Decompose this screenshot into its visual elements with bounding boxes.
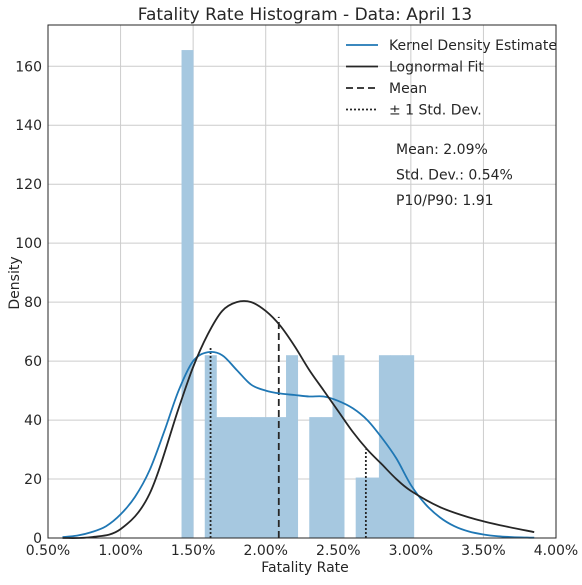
y-tick-label: 120 xyxy=(15,177,42,193)
y-tick-label: 100 xyxy=(15,236,42,252)
density-curves xyxy=(62,300,535,539)
x-tick-label: 0.50% xyxy=(26,543,70,559)
y-tick-label: 40 xyxy=(24,413,42,429)
y-axis-label: Density xyxy=(7,256,23,309)
stats-annotation: Std. Dev.: 0.54% xyxy=(396,168,513,184)
kernel-density-estimate-curve xyxy=(62,350,535,539)
x-tick-label: 2.00% xyxy=(243,543,287,559)
histogram-bar xyxy=(216,417,229,538)
histogram-bar xyxy=(251,417,264,538)
histogram-bar xyxy=(355,477,368,538)
histogram-bar xyxy=(274,417,287,538)
legend-label: Mean xyxy=(389,81,427,97)
legend: Kernel Density Estimate Lognormal Fit Mean… xyxy=(346,38,557,119)
legend-label: Lognormal Fit xyxy=(389,60,484,76)
histogram-bar xyxy=(378,355,391,538)
histogram-bar xyxy=(227,417,240,538)
x-tick-label: 3.50% xyxy=(461,543,505,559)
y-tick-label: 0 xyxy=(33,531,42,547)
histogram-bar xyxy=(239,417,252,538)
plot-frame xyxy=(47,24,557,539)
y-tick-label: 80 xyxy=(24,295,42,311)
chart-title: Fatality Rate Histogram - Data: April 13 xyxy=(138,5,472,25)
histogram-bar xyxy=(390,355,403,538)
histogram-bar xyxy=(181,50,194,539)
y-tick-label: 160 xyxy=(15,59,42,75)
x-tick-label: 4.00% xyxy=(534,543,578,559)
lognormal-fit-curve xyxy=(62,300,535,539)
y-tick-label: 20 xyxy=(24,472,42,488)
y-tick-labels: 0 20 40 60 80 100 120 140 160 xyxy=(15,59,42,547)
histogram-bar xyxy=(332,355,345,538)
x-tick-label: 3.00% xyxy=(389,543,433,559)
x-tick-label: 2.50% xyxy=(316,543,360,559)
histogram-bar xyxy=(402,355,415,538)
x-axis-label: Fatality Rate xyxy=(261,560,349,576)
stats-annotations: Mean: 2.09% Std. Dev.: 0.54% P10/P90: 1.91 xyxy=(396,142,513,209)
stats-annotation: Mean: 2.09% xyxy=(396,142,488,158)
histogram-bar xyxy=(320,417,333,538)
histogram-bar xyxy=(262,417,275,538)
y-tick-label: 140 xyxy=(15,118,42,134)
legend-label: Kernel Density Estimate xyxy=(389,38,557,54)
y-tick-label: 60 xyxy=(24,354,42,370)
x-tick-label: 1.00% xyxy=(98,543,142,559)
reference-lines xyxy=(209,316,367,538)
x-tick-labels: 0.50% 1.00% 1.50% 2.00% 2.50% 3.00% 3.50% 4.00% xyxy=(26,543,578,559)
histogram-bar xyxy=(286,355,299,538)
stats-annotation: P10/P90: 1.91 xyxy=(396,193,494,209)
histogram-bar xyxy=(367,477,380,538)
histogram-bar xyxy=(204,355,217,538)
legend-label: ± 1 Std. Dev. xyxy=(389,103,482,119)
plot-area xyxy=(48,25,556,538)
histogram-bar xyxy=(309,417,322,538)
x-tick-label: 1.50% xyxy=(171,543,215,559)
histogram-bars xyxy=(181,50,415,539)
